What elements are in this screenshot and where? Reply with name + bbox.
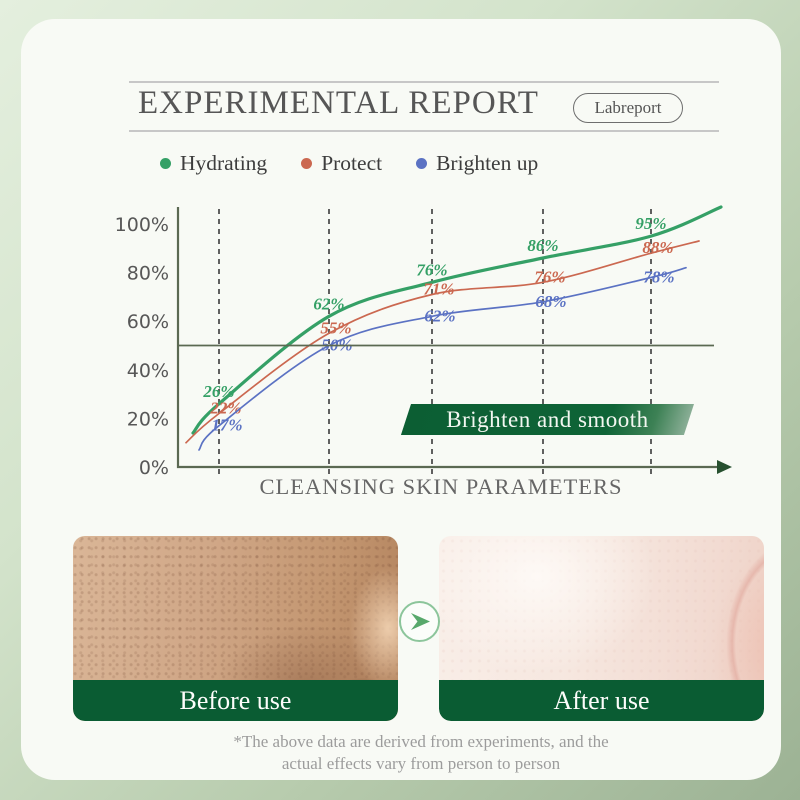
legend-item-hydrating: Hydrating <box>160 151 267 176</box>
data-label: 17% <box>211 416 242 435</box>
annotation-banner: Brighten and smooth <box>400 404 694 435</box>
after-label: After use <box>553 685 650 715</box>
data-label: 71% <box>423 279 454 298</box>
y-tick-label: 100% <box>115 214 169 236</box>
annotation-text: Brighten and smooth <box>446 407 649 432</box>
data-label: 68% <box>535 292 566 311</box>
legend-item-brighten: Brighten up <box>416 151 538 176</box>
y-tick-label: 0% <box>139 457 169 479</box>
line-chart: 26%62%76%86%95%22%55%71%76%88%17%50%62%6… <box>115 205 732 479</box>
title-rule-top <box>129 81 719 83</box>
chart-legend: Hydrating Protect Brighten up <box>160 151 538 176</box>
legend-dot-brighten-icon <box>416 158 428 169</box>
footnote: *The above data are derived from experim… <box>21 731 800 775</box>
data-label: 95% <box>635 214 666 233</box>
series-line-protect <box>185 240 700 444</box>
x-axis-arrow-icon <box>717 460 732 474</box>
data-label: 88% <box>642 238 673 257</box>
before-photo: Before use <box>73 536 398 721</box>
data-label: 22% <box>209 399 241 418</box>
page-title: EXPERIMENTAL REPORT <box>138 85 539 121</box>
data-label: 62% <box>313 294 344 313</box>
axes <box>176 207 718 469</box>
legend-item-protect: Protect <box>301 151 382 176</box>
legend-dot-hydrating-icon <box>160 158 171 169</box>
data-label: 78% <box>643 267 674 286</box>
footnote-line-1: *The above data are derived from experim… <box>233 732 609 751</box>
next-arrow-icon <box>399 601 440 642</box>
report-card: EXPERIMENTAL REPORT Labreport Hydrating … <box>21 19 781 780</box>
y-tick-label: 40% <box>127 360 169 382</box>
title-rule-bottom <box>129 130 719 132</box>
after-label-bar: After use <box>439 680 764 721</box>
data-label: 26% <box>202 382 234 401</box>
before-label: Before use <box>179 685 292 715</box>
labreport-badge: Labreport <box>573 93 683 123</box>
footnote-line-2: actual effects vary from person to perso… <box>281 754 561 773</box>
legend-label-hydrating: Hydrating <box>180 151 268 175</box>
before-label-bar: Before use <box>73 680 398 721</box>
data-label: 76% <box>416 260 447 279</box>
data-label: 62% <box>424 306 455 325</box>
x-axis-title: CLEANSING SKIN PARAMETERS <box>259 474 623 499</box>
legend-label-brighten: Brighten up <box>436 151 539 175</box>
data-label: 76% <box>534 267 565 286</box>
y-tick-label: 60% <box>127 311 169 333</box>
series-line-brighten <box>198 266 687 451</box>
legend-dot-protect-icon <box>301 158 313 169</box>
y-tick-label: 80% <box>127 263 169 285</box>
series-line-hydrating <box>191 205 723 435</box>
legend-label-protect: Protect <box>321 151 383 175</box>
data-label: 86% <box>527 236 558 255</box>
y-tick-label: 20% <box>127 408 169 430</box>
data-label: 55% <box>320 318 351 337</box>
after-photo: After use <box>439 536 764 721</box>
